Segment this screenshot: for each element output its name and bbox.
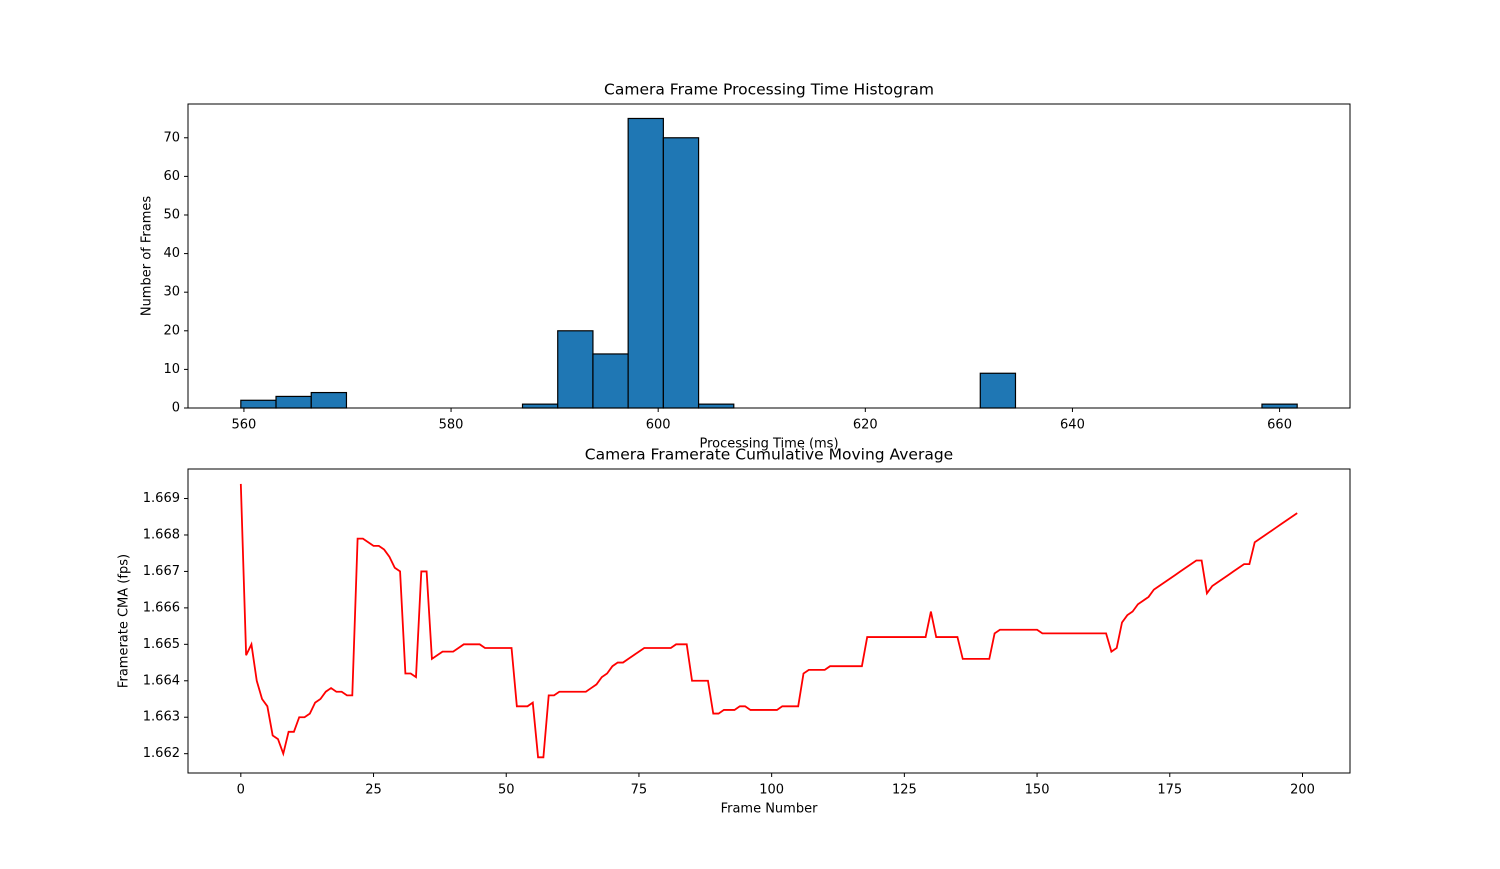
x-tick-label: 50 [498, 783, 515, 798]
bar [627, 117, 664, 409]
x-tick-label: 580 [439, 418, 464, 433]
y-tick-label: 1.665 [143, 637, 180, 652]
x-tick-label: 125 [892, 783, 917, 798]
chart-title: Camera Framerate Cumulative Moving Avera… [585, 446, 953, 464]
x-tick-label: 150 [1025, 783, 1050, 798]
x-tick-label: 600 [646, 418, 671, 433]
bar [979, 372, 1017, 409]
bar [557, 330, 594, 409]
y-axis-label: Number of Frames [140, 196, 155, 317]
y-tick-label: 1.668 [143, 527, 180, 542]
x-tick-label: 25 [365, 783, 382, 798]
y-tick-label: 70 [163, 130, 180, 145]
x-tick-label: 620 [853, 418, 878, 433]
bar [662, 137, 700, 409]
x-axis-label: Processing Time (ms) [699, 437, 838, 452]
x-tick-label: 640 [1060, 418, 1085, 433]
bar [1261, 403, 1298, 409]
y-tick-label: 50 [163, 207, 180, 222]
y-tick-label: 40 [163, 246, 180, 261]
y-tick-label: 1.663 [143, 710, 180, 725]
bar [521, 403, 559, 409]
bar [592, 353, 629, 409]
y-tick-label: 1.669 [143, 491, 180, 506]
bar [275, 395, 312, 409]
y-axis-label: Framerate CMA (fps) [117, 554, 132, 688]
x-tick-label: 0 [237, 783, 245, 798]
y-tick-label: 1.662 [143, 746, 180, 761]
x-tick-label: 75 [631, 783, 648, 798]
x-tick-label: 660 [1267, 418, 1292, 433]
y-tick-label: 1.666 [143, 600, 180, 615]
y-tick-label: 60 [163, 169, 180, 184]
axes-frame [187, 468, 1351, 774]
y-tick-label: 30 [163, 285, 180, 300]
bar [697, 403, 735, 409]
x-tick-label: 175 [1157, 783, 1182, 798]
axes-frame [187, 103, 1351, 409]
bar [240, 399, 277, 409]
y-tick-label: 20 [163, 323, 180, 338]
x-axis-label: Frame Number [721, 802, 819, 817]
line [239, 483, 1298, 759]
bar [310, 391, 348, 409]
x-tick-label: 100 [759, 783, 784, 798]
y-tick-label: 0 [172, 401, 180, 416]
y-tick-label: 1.664 [143, 673, 180, 688]
y-tick-label: 10 [163, 362, 180, 377]
x-tick-label: 200 [1290, 783, 1315, 798]
y-tick-label: 1.667 [143, 564, 180, 579]
x-tick-label: 560 [232, 418, 257, 433]
chart-title: Camera Frame Processing Time Histogram [604, 81, 934, 99]
